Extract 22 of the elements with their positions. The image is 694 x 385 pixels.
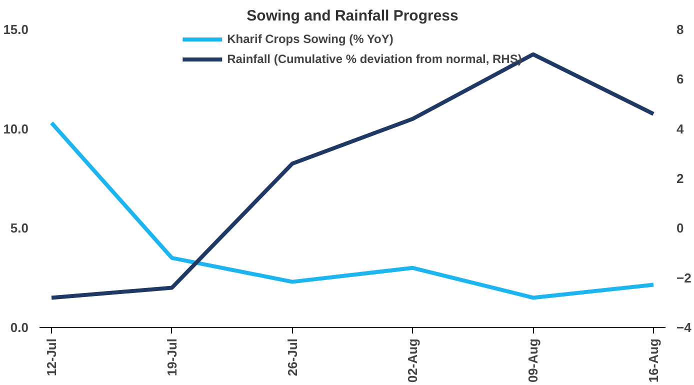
y-tick-label: 15.0	[3, 22, 29, 37]
y-tick-label: 10.0	[3, 121, 29, 136]
x-tick-label: 26-Jul	[284, 338, 300, 376]
y2-tick-label: 8	[676, 22, 684, 37]
x-tick-label: 19-Jul	[164, 338, 180, 376]
x-tick-label: 02-Aug	[405, 338, 420, 383]
y2-tick-label: 0	[676, 220, 684, 236]
y-tick-label: 5.0	[10, 220, 29, 236]
y2-tick-label: 2	[676, 171, 684, 186]
x-tick-label: 09-Aug	[526, 338, 541, 383]
x-tick-label: 12-Jul	[44, 338, 60, 376]
chart-title: Sowing and Rainfall Progress	[246, 8, 458, 24]
legend-label: Rainfall (Cumulative % deviation from normal, RHS)	[227, 52, 522, 66]
line-series	[50, 120, 656, 300]
legend-label: Kharif Crops Sowing (% YoY)	[227, 32, 394, 46]
y2-tick-label: −4	[676, 320, 692, 335]
y2-tick-label: 4	[676, 121, 684, 136]
line-series	[50, 52, 656, 300]
x-tick-label: 16-Aug	[646, 338, 661, 383]
y2-tick-label: 6	[676, 72, 684, 87]
y-tick-label: 0.0	[10, 320, 29, 335]
y2-tick-label: −2	[676, 270, 692, 286]
